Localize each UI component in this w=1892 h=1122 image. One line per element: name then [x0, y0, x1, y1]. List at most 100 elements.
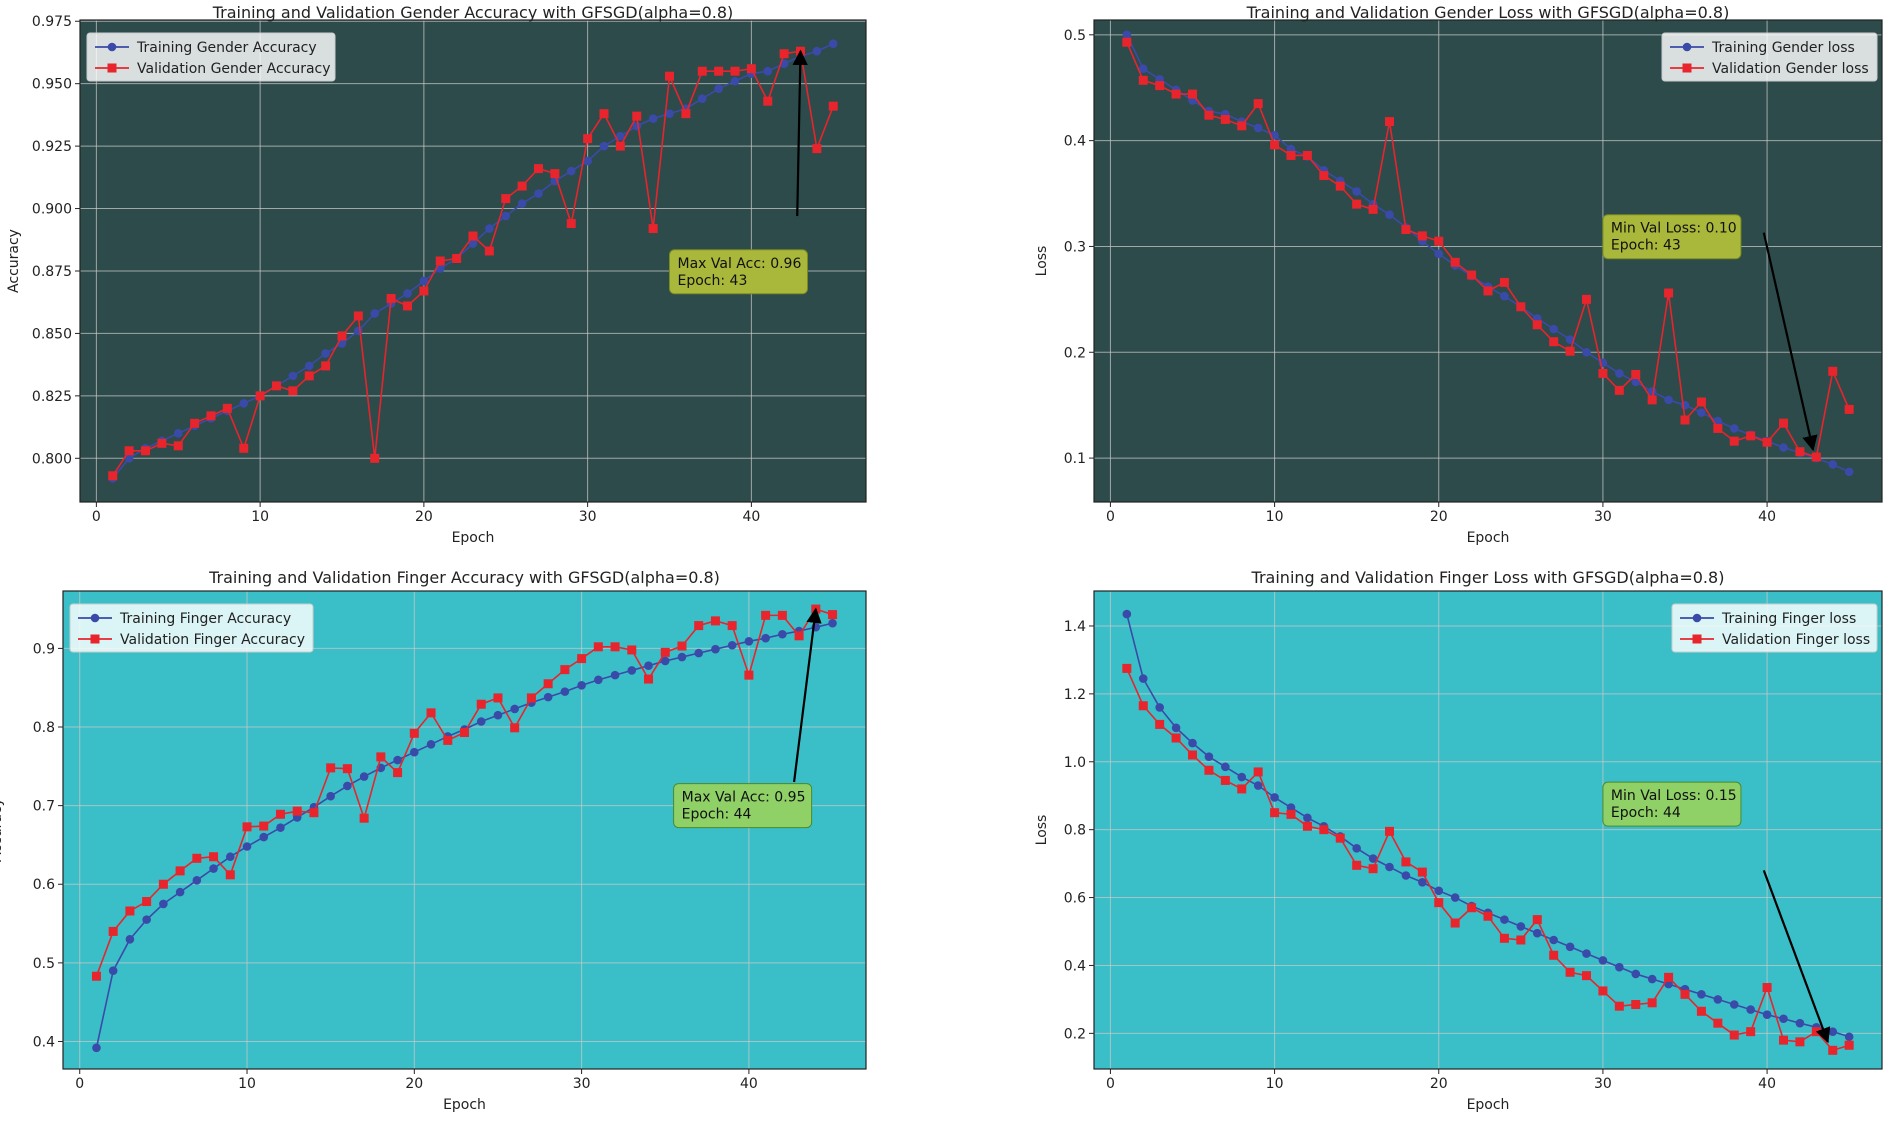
- validation-point: [386, 293, 396, 303]
- x-tick-label: 0: [92, 509, 101, 525]
- training-point: [393, 755, 402, 765]
- training-point: [1532, 928, 1542, 938]
- validation-point: [1171, 733, 1181, 743]
- validation-point: [1483, 911, 1493, 921]
- validation-point: [108, 471, 118, 481]
- training-point: [175, 887, 185, 897]
- gender-loss-svg: 0 10 20 30 40 0.1 0.2 0.3 0.4 0.5 Training and Val…: [1034, 3, 1883, 546]
- training-point: [1270, 793, 1279, 802]
- plot-area: [63, 591, 866, 1069]
- training-point: [761, 633, 770, 643]
- validation-point: [1499, 933, 1509, 943]
- validation-point: [288, 386, 298, 396]
- validation-point: [124, 446, 134, 456]
- validation-point: [206, 411, 216, 421]
- validation-point: [91, 971, 101, 981]
- y-axis-label: Loss: [1034, 246, 1050, 277]
- training-point: [242, 842, 252, 851]
- training-point: [1253, 123, 1263, 133]
- validation-point: [1270, 808, 1280, 818]
- training-point: [1549, 935, 1558, 945]
- x-axis-label: Epoch: [1467, 1097, 1510, 1113]
- training-point: [1713, 416, 1723, 426]
- y-tick-label: 0.925: [32, 139, 72, 155]
- training-point: [1385, 210, 1394, 220]
- x-tick-label: 0: [1106, 1076, 1115, 1092]
- validation-point: [326, 763, 336, 773]
- validation-point: [1549, 950, 1559, 960]
- y-tick-label: 1.0: [1064, 755, 1086, 771]
- validation-point: [1138, 75, 1148, 85]
- training-point: [1516, 922, 1526, 931]
- x-tick-label: 40: [1758, 509, 1776, 525]
- annotation-line1: Max Val Acc: 0.96: [678, 256, 802, 272]
- validation-point: [566, 219, 576, 229]
- training-point: [694, 648, 704, 658]
- x-axis-label: Epoch: [452, 530, 495, 546]
- validation-point: [632, 111, 642, 121]
- gender-accuracy-svg: 0 10 20 30 40 0.800 0.825 0.850 0.875 0.900 0.925 0…: [6, 3, 867, 546]
- annotation-arrow: [1762, 870, 1831, 1044]
- training-point: [239, 399, 249, 408]
- training-point: [1729, 1000, 1739, 1009]
- validation-point: [681, 109, 691, 119]
- finger-loss-svg: 0 10 20 30 40 0.2 0.4 0.6 0.8 1.0 1.2 1.4 Training a…: [1034, 568, 1883, 1113]
- legend-box: [1671, 603, 1878, 653]
- training-point: [610, 670, 620, 680]
- validation-point: [1729, 436, 1739, 446]
- training-point: [577, 681, 586, 690]
- y-tick-label: 0.8: [33, 720, 55, 736]
- y-tick-label: 0.5: [33, 956, 55, 972]
- validation-point: [510, 723, 520, 733]
- training-point: [410, 747, 419, 757]
- y-tick-label: 0.9: [33, 641, 55, 657]
- annotation-line2: Epoch: 43: [678, 273, 748, 289]
- validation-point: [550, 169, 560, 179]
- validation-point: [1680, 989, 1690, 999]
- annotation-box: [1602, 781, 1742, 827]
- x-tick-label: 40: [1758, 1076, 1776, 1092]
- validation-point: [222, 403, 232, 413]
- annotation-line2: Epoch: 43: [1611, 238, 1681, 254]
- training-point: [714, 84, 723, 93]
- training-point: [1565, 942, 1575, 952]
- legend-box: [1661, 32, 1878, 82]
- validation-point: [1385, 117, 1394, 127]
- validation-point: [1549, 337, 1559, 347]
- training-point: [677, 652, 687, 662]
- legend-box: [69, 603, 314, 653]
- legend-training-label: Training Finger Accuracy: [119, 611, 291, 627]
- validation-point: [359, 813, 369, 823]
- validation-point: [710, 616, 720, 626]
- validation-point: [1352, 860, 1362, 870]
- validation-point: [534, 164, 543, 174]
- validation-point: [1401, 225, 1411, 235]
- legend-validation-label: Validation Finger Accuracy: [120, 632, 305, 648]
- validation-point: [259, 821, 269, 831]
- validation-point: [1434, 898, 1444, 908]
- validation-point: [1237, 121, 1247, 131]
- validation-point: [225, 870, 235, 880]
- validation-point: [517, 181, 527, 191]
- training-point: [1647, 974, 1657, 984]
- annotation-box: [673, 783, 813, 829]
- y-tick-label: 0.6: [33, 877, 55, 893]
- training-point: [1729, 424, 1739, 433]
- validation-point: [1188, 750, 1197, 760]
- training-point: [321, 349, 330, 358]
- y-tick-label: 0.825: [32, 389, 72, 405]
- training-point: [1828, 1027, 1838, 1036]
- training-point: [142, 915, 151, 924]
- training-point: [763, 66, 773, 76]
- validation-point: [1631, 999, 1641, 1009]
- training-point: [1434, 249, 1444, 259]
- training-point: [1204, 752, 1214, 761]
- validation-point: [1565, 346, 1575, 356]
- training-point: [493, 710, 503, 720]
- validation-point: [1270, 140, 1280, 150]
- training-point: [627, 666, 637, 675]
- training-point: [259, 832, 269, 842]
- validation-point: [599, 109, 609, 119]
- validation-point: [694, 621, 704, 631]
- training-point: [304, 361, 314, 371]
